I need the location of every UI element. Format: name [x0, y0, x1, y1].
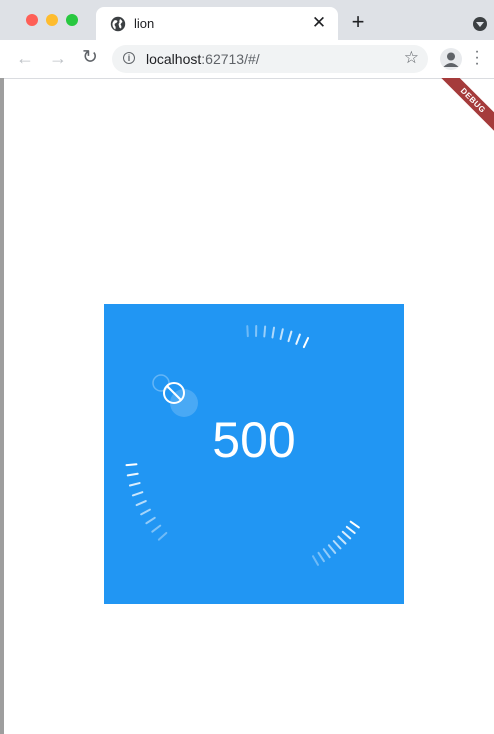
gauge-graphic: [125, 325, 360, 566]
gauge-tick: [157, 531, 168, 541]
gauge-tick: [337, 535, 347, 545]
url-host: localhost: [146, 51, 202, 67]
gauge-tick: [279, 328, 284, 341]
gauge-tick: [322, 548, 331, 559]
more-vertical-icon[interactable]: · · ·: [474, 43, 480, 72]
star-icon[interactable]: ☆: [403, 48, 419, 67]
gauge-tick: [140, 508, 151, 516]
gauge-tick: [312, 555, 319, 566]
gauge-tick: [345, 525, 356, 535]
arrow-right-icon[interactable]: →: [49, 48, 67, 68]
address-bar[interactable]: i localhost:62713/#/ ☆: [112, 45, 428, 73]
gauge-tick: [332, 539, 342, 550]
gauge-tick: [271, 326, 276, 339]
gauge-tick: [126, 472, 139, 477]
gauge-tick: [125, 463, 138, 467]
browser-tab-strip: lion ✕ +: [0, 0, 494, 40]
no-entry-icon[interactable]: [163, 382, 185, 404]
chevron-down-icon[interactable]: [473, 17, 487, 31]
arrow-left-icon[interactable]: ←: [16, 48, 34, 68]
gauge-tick: [341, 530, 352, 540]
gauge-tick: [128, 482, 141, 487]
gauge-tick: [135, 500, 147, 507]
tab-close-icon[interactable]: ✕: [311, 13, 327, 32]
gauge-tick: [246, 325, 249, 338]
gauge-tick: [287, 330, 293, 343]
gauge-tick: [317, 551, 325, 563]
debug-label: DEBUG: [436, 78, 494, 137]
gauge-tick: [295, 333, 301, 345]
window-edge: [0, 78, 4, 734]
gauge-tick: [131, 491, 144, 497]
gauge-card[interactable]: 500: [104, 304, 404, 604]
url-text[interactable]: localhost:62713/#/: [146, 51, 260, 67]
window-zoom-button[interactable]: [66, 14, 78, 26]
gauge-handle-trail: [152, 374, 170, 392]
url-path: :62713/#/: [201, 51, 260, 67]
gauge-tick: [145, 516, 156, 525]
debug-banner: DEBUG: [434, 78, 494, 138]
window-close-button[interactable]: [26, 14, 38, 26]
window-minimize-button[interactable]: [46, 14, 58, 26]
gauge-tick: [349, 520, 360, 529]
person-icon[interactable]: [440, 48, 462, 70]
gauge-tick: [263, 325, 267, 338]
browser-toolbar: ← → ↻ i localhost:62713/#/ ☆ · · ·: [0, 40, 494, 79]
globe-icon: [110, 16, 126, 32]
tab-title: lion: [134, 16, 155, 31]
browser-tab[interactable]: lion ✕: [96, 7, 338, 40]
gauge-ticks: [125, 325, 360, 566]
gauge-value: 500: [212, 412, 296, 468]
gauge-tick: [151, 524, 162, 533]
gauge-tick: [302, 336, 310, 349]
reload-icon[interactable]: ↻: [82, 47, 98, 68]
gauge-tick: [327, 544, 337, 554]
info-icon[interactable]: i: [123, 52, 135, 64]
new-tab-icon[interactable]: +: [351, 9, 365, 34]
